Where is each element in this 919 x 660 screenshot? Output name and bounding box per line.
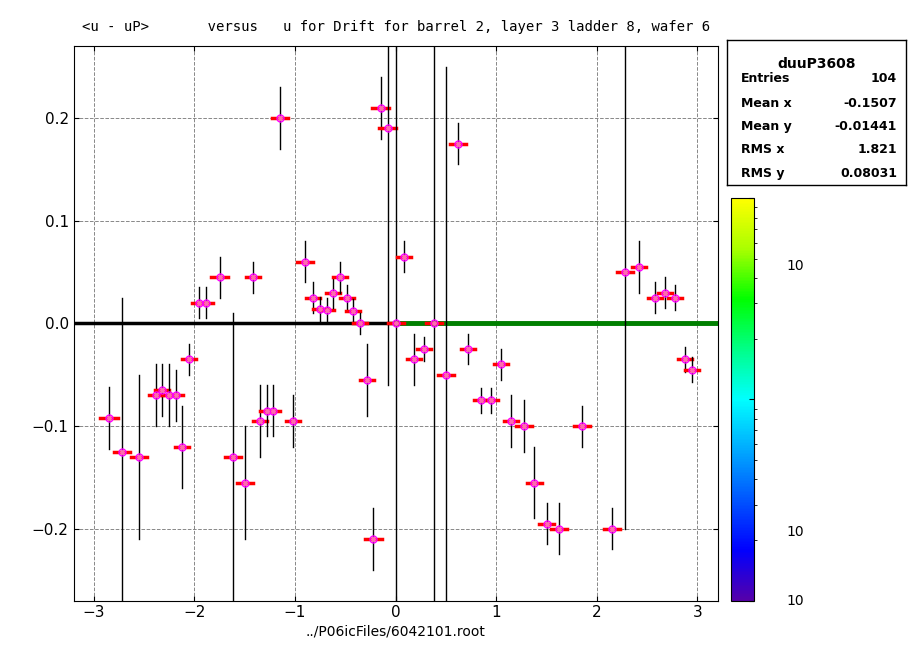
Text: -0.1507: -0.1507 — [843, 97, 896, 110]
Text: 10: 10 — [786, 525, 803, 539]
Text: duuP3608: duuP3608 — [777, 57, 855, 71]
Text: 1.821: 1.821 — [857, 143, 896, 156]
Text: RMS x: RMS x — [741, 143, 784, 156]
Text: Mean x: Mean x — [741, 97, 791, 110]
Text: Mean y: Mean y — [741, 120, 791, 133]
Text: 104: 104 — [870, 73, 896, 85]
Text: -0.01441: -0.01441 — [834, 120, 896, 133]
Text: 10: 10 — [786, 259, 803, 273]
Text: <u - uP>       versus   u for Drift for barrel 2, layer 3 ladder 8, wafer 6: <u - uP> versus u for Drift for barrel 2… — [82, 20, 709, 34]
Text: 0.08031: 0.08031 — [839, 167, 896, 180]
Text: RMS y: RMS y — [741, 167, 784, 180]
X-axis label: ../P06icFiles/6042101.root: ../P06icFiles/6042101.root — [305, 624, 485, 639]
Text: Entries: Entries — [741, 73, 789, 85]
Text: 10: 10 — [786, 593, 803, 608]
